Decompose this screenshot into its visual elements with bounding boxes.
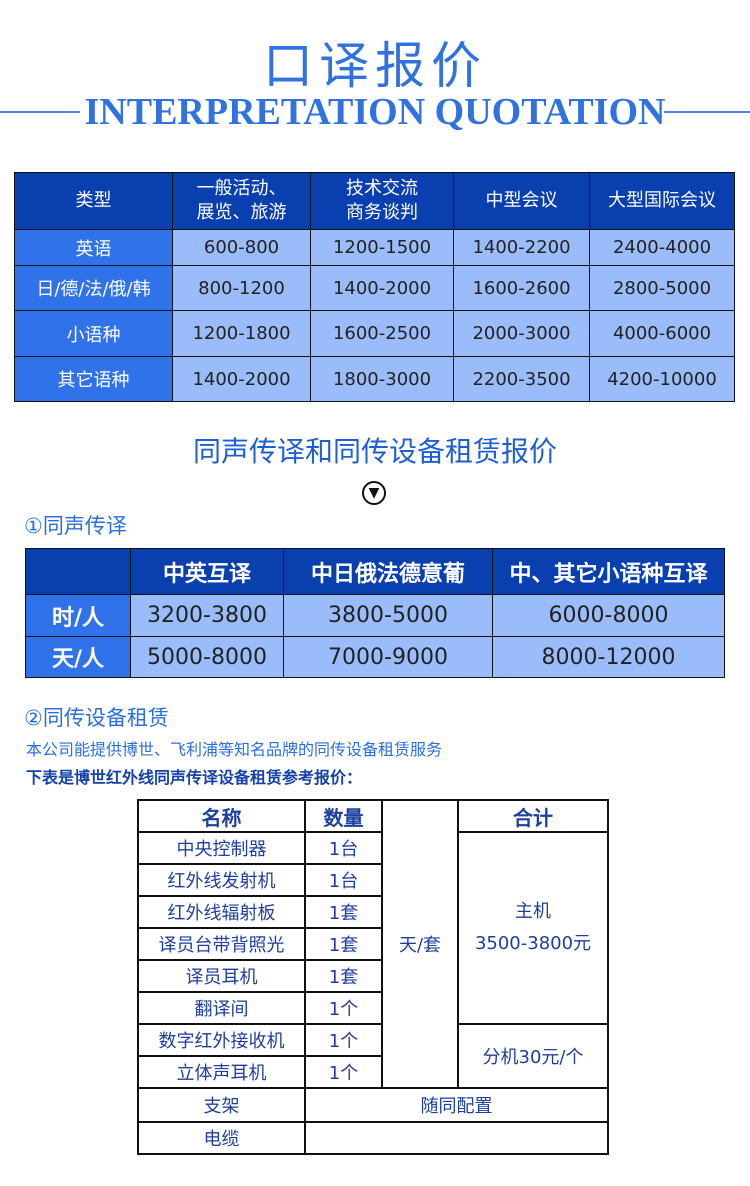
table-row: 其它语种 1400-2000 1800-3000 2200-3500 4200-1000… xyxy=(14,356,735,402)
table-row: 翻译间 1个 xyxy=(137,991,608,1025)
equipment-note: 下表是博世红外线同声传译设备租赁参考报价： xyxy=(26,768,363,787)
interpretation-price-table: 类型 一般活动、 展览、旅游 技术交流 商务谈判 中型会议 大型国际会议 英语 600-80… xyxy=(14,172,735,402)
table-header: 类型 一般活动、 展览、旅游 技术交流 商务谈判 中型会议 大型国际会议 xyxy=(14,172,735,230)
column-header: 中日俄法德意葡 xyxy=(283,548,493,595)
row-label: 小语种 xyxy=(14,310,173,357)
table-row: 立体声耳机 1个 xyxy=(137,1055,608,1089)
price-cell: 4000-6000 xyxy=(589,310,735,357)
item-name: 数字红外接收机 xyxy=(137,1023,306,1057)
table-row: 译员台带背照光 1套 xyxy=(137,927,608,961)
price-cell: 1400-2000 xyxy=(172,356,311,402)
table-row: 中央控制器 1台 主机 3500-3800元 xyxy=(137,831,609,1025)
item-name: 翻译间 xyxy=(137,991,306,1025)
main-price: 3500-3800元 xyxy=(474,933,592,954)
item-name: 电缆 xyxy=(137,1121,306,1155)
table-header: 中英互译 中日俄法德意葡 中、其它小语种互译 xyxy=(25,548,725,595)
item-name: 译员耳机 xyxy=(137,959,306,993)
price-cell: 1400-2200 xyxy=(453,229,590,266)
price-cell: 600-800 xyxy=(172,229,311,266)
column-header-qty: 数量 xyxy=(304,799,383,833)
price-cell: 1800-3000 xyxy=(310,356,454,402)
item-name: 红外线辐射板 xyxy=(137,895,306,929)
row-label: 其它语种 xyxy=(14,356,173,402)
equipment-price-table: 名称 数量 天/套 合计 中央控制器 1台 主机 3500-3800元 红外线发射机 1台 红外线辐… xyxy=(137,799,609,1155)
column-header: 一般活动、 展览、旅游 xyxy=(172,172,311,230)
equipment-desc: 本公司能提供博世、飞利浦等知名品牌的同传设备租赁服务 xyxy=(26,740,443,759)
price-cell: 2800-5000 xyxy=(589,265,735,311)
column-header: 类型 xyxy=(14,172,173,230)
main-unit-price: 主机 3500-3800元 xyxy=(457,831,609,1025)
item-note xyxy=(304,1121,609,1155)
column-header xyxy=(25,548,131,595)
table-row: 译员耳机 1套 xyxy=(137,959,608,993)
item-qty: 1台 xyxy=(304,831,383,865)
item-qty: 1个 xyxy=(304,1055,383,1089)
item-qty: 1套 xyxy=(304,959,383,993)
simultaneous-price-table: 中英互译 中日俄法德意葡 中、其它小语种互译 时/人 3200-3800 3800-500… xyxy=(25,548,725,678)
table-row: 日/德/法/俄/韩 800-1200 1400-2000 1600-2600 2800-… xyxy=(14,265,735,311)
table-row: 英语 600-800 1200-1500 1400-2200 2400-4000 xyxy=(14,229,735,266)
column-header: 大型国际会议 xyxy=(589,172,735,230)
price-cell: 1200-1500 xyxy=(310,229,454,266)
row-label: 日/德/法/俄/韩 xyxy=(14,265,173,311)
divider xyxy=(664,111,750,113)
item-name: 译员台带背照光 xyxy=(137,927,306,961)
price-cell: 7000-9000 xyxy=(283,636,493,678)
price-cell: 6000-8000 xyxy=(492,594,725,637)
price-cell: 2200-3500 xyxy=(453,356,590,402)
row-label: 时/人 xyxy=(25,594,131,637)
item-name: 红外线发射机 xyxy=(137,863,306,897)
item-name: 立体声耳机 xyxy=(137,1055,306,1089)
table-row: 支架 随同配置 xyxy=(137,1087,609,1123)
price-cell: 800-1200 xyxy=(172,265,311,311)
table-row: 红外线发射机 1台 xyxy=(137,863,608,897)
chevron-down-icon: ▼ xyxy=(362,481,386,505)
table-row: 时/人 3200-3800 3800-5000 6000-8000 xyxy=(25,594,725,637)
main-label: 主机 xyxy=(515,901,551,922)
item-qty: 1个 xyxy=(304,991,383,1025)
price-cell: 3800-5000 xyxy=(283,594,493,637)
price-cell: 3200-3800 xyxy=(130,594,284,637)
column-header: 中、其它小语种互译 xyxy=(492,548,725,595)
divider xyxy=(0,111,80,113)
price-cell: 8000-12000 xyxy=(492,636,725,678)
sub-unit-price: 分机30元/个 xyxy=(457,1023,609,1089)
table-row: 小语种 1200-1800 1600-2500 2000-3000 4000-6000 xyxy=(14,310,735,357)
price-cell: 2000-3000 xyxy=(453,310,590,357)
item-qty: 1台 xyxy=(304,863,383,897)
column-header-total: 合计 xyxy=(457,799,609,833)
page-subtitle: INTERPRETATION QUOTATION xyxy=(84,91,666,133)
table-row: 电缆 xyxy=(137,1121,609,1155)
item-qty: 1套 xyxy=(304,895,383,929)
column-header: 中型会议 xyxy=(453,172,590,230)
item-qty: 1套 xyxy=(304,927,383,961)
unit-cell: 天/套 xyxy=(381,799,459,1089)
price-cell: 1400-2000 xyxy=(310,265,454,311)
price-cell: 1600-2500 xyxy=(310,310,454,357)
price-cell: 2400-4000 xyxy=(589,229,735,266)
price-cell: 1200-1800 xyxy=(172,310,311,357)
table-row: 红外线辐射板 1套 xyxy=(137,895,608,929)
column-header-name: 名称 xyxy=(137,799,306,833)
table-header: 名称 数量 天/套 合计 xyxy=(137,799,609,1089)
equipment-title: ②同传设备租赁 xyxy=(24,706,169,730)
section-title: 同声传译和同传设备租赁报价 xyxy=(192,435,557,468)
table-row: 数字红外接收机 1个 分机30元/个 xyxy=(137,1023,609,1089)
row-label: 英语 xyxy=(14,229,173,266)
simultaneous-title: ①同声传译 xyxy=(24,514,127,538)
item-note: 随同配置 xyxy=(304,1087,609,1123)
table-row: 天/人 5000-8000 7000-9000 8000-12000 xyxy=(25,636,725,678)
price-cell: 1600-2600 xyxy=(453,265,590,311)
column-header: 中英互译 xyxy=(130,548,284,595)
item-qty: 1个 xyxy=(304,1023,383,1057)
item-name: 中央控制器 xyxy=(137,831,306,865)
page-title: 口译报价 xyxy=(263,37,487,95)
price-cell: 4200-10000 xyxy=(589,356,735,402)
column-header: 技术交流 商务谈判 xyxy=(310,172,454,230)
item-name: 支架 xyxy=(137,1087,306,1123)
price-cell: 5000-8000 xyxy=(130,636,284,678)
row-label: 天/人 xyxy=(25,636,131,678)
